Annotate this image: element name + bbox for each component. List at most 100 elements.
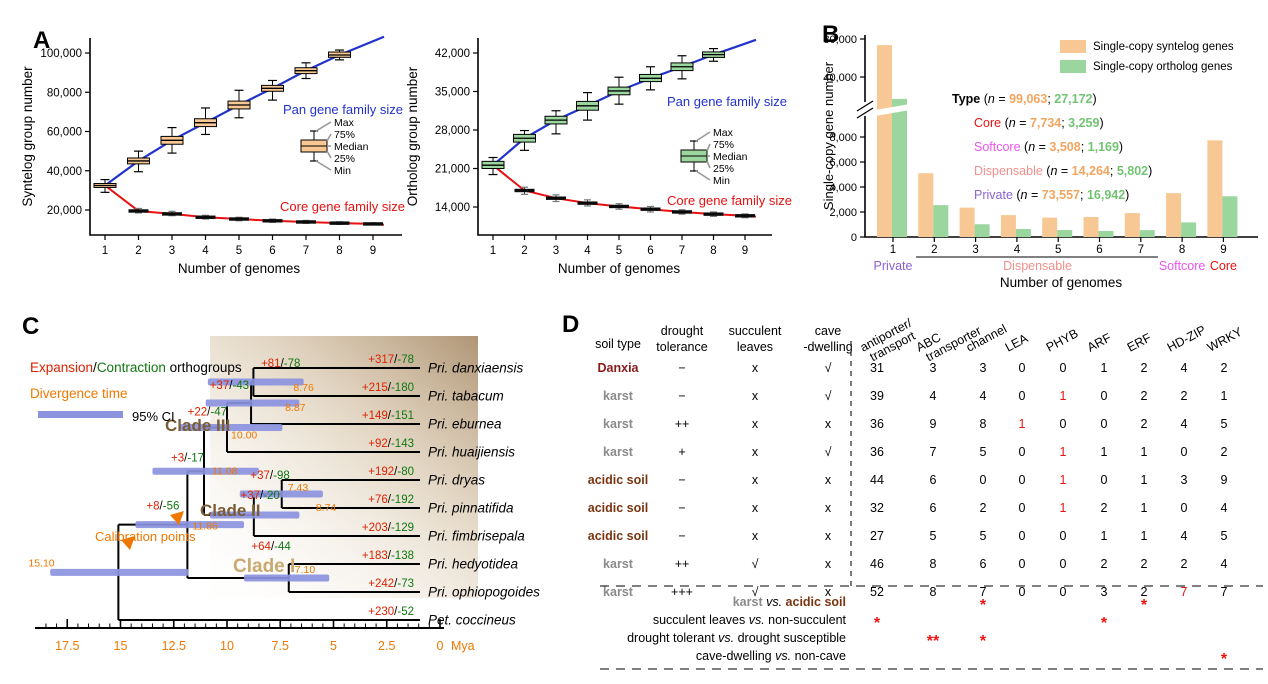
comparison-label: karst vs. acidic soil xyxy=(733,595,846,609)
axes xyxy=(477,38,772,236)
x-tick-label: 1 xyxy=(890,244,896,256)
legend-swatch xyxy=(1060,40,1086,53)
species-label: Pet. coccineus xyxy=(428,613,516,628)
syntelog-bar xyxy=(1042,217,1058,237)
core-series-label: Core gene family size xyxy=(667,193,792,208)
core-box xyxy=(363,222,383,226)
y-tick-label: 2,000 xyxy=(829,207,857,219)
pan-line xyxy=(492,38,757,167)
time-unit-label: Mya xyxy=(451,639,475,653)
soil-type-cell: karst xyxy=(603,585,634,599)
core-line xyxy=(104,184,385,226)
gene-count-cell: 0 xyxy=(1060,417,1067,431)
ortholog-bar xyxy=(1098,231,1114,237)
species-label: Pri. pinnatifida xyxy=(428,501,514,516)
ortholog-bar xyxy=(933,205,949,237)
significance-star: * xyxy=(1221,651,1228,668)
gene-count-cell: 5 xyxy=(1221,529,1228,543)
gene-count-cell: 0 xyxy=(1101,389,1108,403)
time-tick-label: 10 xyxy=(220,639,234,653)
box-legend-label: Min xyxy=(334,165,351,177)
table-row: Danxia − x √ 31 3 3 0 0 1 2 4 2 xyxy=(598,361,1228,375)
y-tick-label: 8,000 xyxy=(829,132,857,144)
cave-dwelling-cell: x xyxy=(825,501,832,515)
gene-count-cell: 9 xyxy=(1221,473,1228,487)
gene-count-cell: 36 xyxy=(870,417,884,431)
x-tick-label: 5 xyxy=(616,245,622,257)
group-label: Private xyxy=(874,259,913,273)
column-header-rotated: antiporter/transport xyxy=(858,316,921,367)
node-time-label: 8.74 xyxy=(316,502,337,514)
table-row: karst ++ √ x 46 8 6 0 0 2 2 2 4 xyxy=(603,557,1227,571)
table-row: acidic soil − x x 44 6 0 0 1 0 1 3 9 xyxy=(588,473,1228,487)
gene-count-cell: 7 xyxy=(1181,585,1188,599)
axes xyxy=(89,38,402,236)
x-tick-label: 5 xyxy=(1055,244,1061,256)
pan-series-label: Pan gene family size xyxy=(667,94,787,109)
time-tick-label: 2.5 xyxy=(378,639,395,653)
node-exp-con-label: +64/-44 xyxy=(251,541,291,553)
core-box xyxy=(128,209,149,213)
node-time-label: 8.87 xyxy=(285,402,306,414)
syntelog-bar xyxy=(1000,215,1016,237)
comparison-label: succulent leaves vs. non-succulent xyxy=(653,613,847,627)
gene-count-cell: 4 xyxy=(1181,417,1188,431)
gene-count-cell: 32 xyxy=(870,501,884,515)
gene-count-cell: 0 xyxy=(1060,585,1067,599)
x-tick-label: 3 xyxy=(169,245,175,257)
x-tick-label: 6 xyxy=(1096,244,1102,256)
gene-count-cell: 7 xyxy=(980,585,987,599)
succulent-leaves-cell: x xyxy=(752,529,759,543)
node-time-label: 7.43 xyxy=(288,482,309,494)
panel-c-label: C xyxy=(22,313,39,340)
y-tick-label: 42,000 xyxy=(435,48,470,60)
x-tick-label: 1 xyxy=(102,245,108,257)
column-header: soil type xyxy=(595,337,641,351)
gene-count-cell: 1 xyxy=(1141,445,1148,459)
species-label: Pri. eburnea xyxy=(428,417,502,432)
y-axis-title: Single-copy gene number xyxy=(821,61,836,210)
gene-count-cell: 27 xyxy=(870,529,884,543)
y-tick-label: 14,000 xyxy=(435,202,470,214)
x-axis-title: Number of genomes xyxy=(1000,275,1123,290)
clade-label: Clade I xyxy=(233,556,295,577)
gene-count-cell: 3 xyxy=(930,361,937,375)
y-tick-label: 4,000 xyxy=(829,182,857,194)
x-axis-title: Number of genomes xyxy=(558,261,681,276)
clade-label: Clade II xyxy=(200,501,260,520)
gene-count-cell: 4 xyxy=(1181,529,1188,543)
core-box xyxy=(703,212,724,216)
gene-count-cell: 31 xyxy=(870,361,884,375)
calibration-arrow xyxy=(121,536,135,550)
succulent-leaves-cell: x xyxy=(752,389,759,403)
drought-tolerance-cell: − xyxy=(678,501,685,515)
panel-a-label: A xyxy=(33,27,50,54)
soil-type-cell: acidic soil xyxy=(588,501,648,515)
core-box xyxy=(546,196,566,200)
gene-count-cell: 4 xyxy=(1181,361,1188,375)
gene-count-cell: 0 xyxy=(1101,417,1108,431)
ci-bar xyxy=(209,511,300,519)
node-exp-con-label: +22/-47 xyxy=(188,407,227,419)
node-exp-con-label: +37/-20 xyxy=(240,490,279,502)
syntelog-bar xyxy=(1124,213,1140,237)
core-box xyxy=(195,215,216,219)
pan-series-label: Pan gene family size xyxy=(283,102,403,117)
node-time-label: 15.10 xyxy=(28,557,54,569)
cave-dwelling-cell: √ xyxy=(825,361,832,375)
drought-tolerance-cell: ++ xyxy=(675,557,690,571)
drought-tolerance-cell: ++ xyxy=(675,417,690,431)
tip-exp-con-label: +76/-192 xyxy=(368,494,414,506)
core-box xyxy=(609,204,629,209)
box-legend-label: 25% xyxy=(334,153,355,165)
x-tick-label: 9 xyxy=(370,245,376,257)
gene-count-cell: 5 xyxy=(930,529,937,543)
species-label: Pri. dryas xyxy=(428,473,485,488)
comparison-label: cave-dwelling vs. non-cave xyxy=(696,649,846,663)
x-axis-title: Number of genomes xyxy=(178,261,301,276)
ci-bar xyxy=(50,568,189,576)
ci-swatch xyxy=(38,411,123,418)
gene-count-cell: 2 xyxy=(1101,501,1108,515)
gene-count-cell: 1 xyxy=(1060,445,1067,459)
x-tick-label: 9 xyxy=(742,245,748,257)
